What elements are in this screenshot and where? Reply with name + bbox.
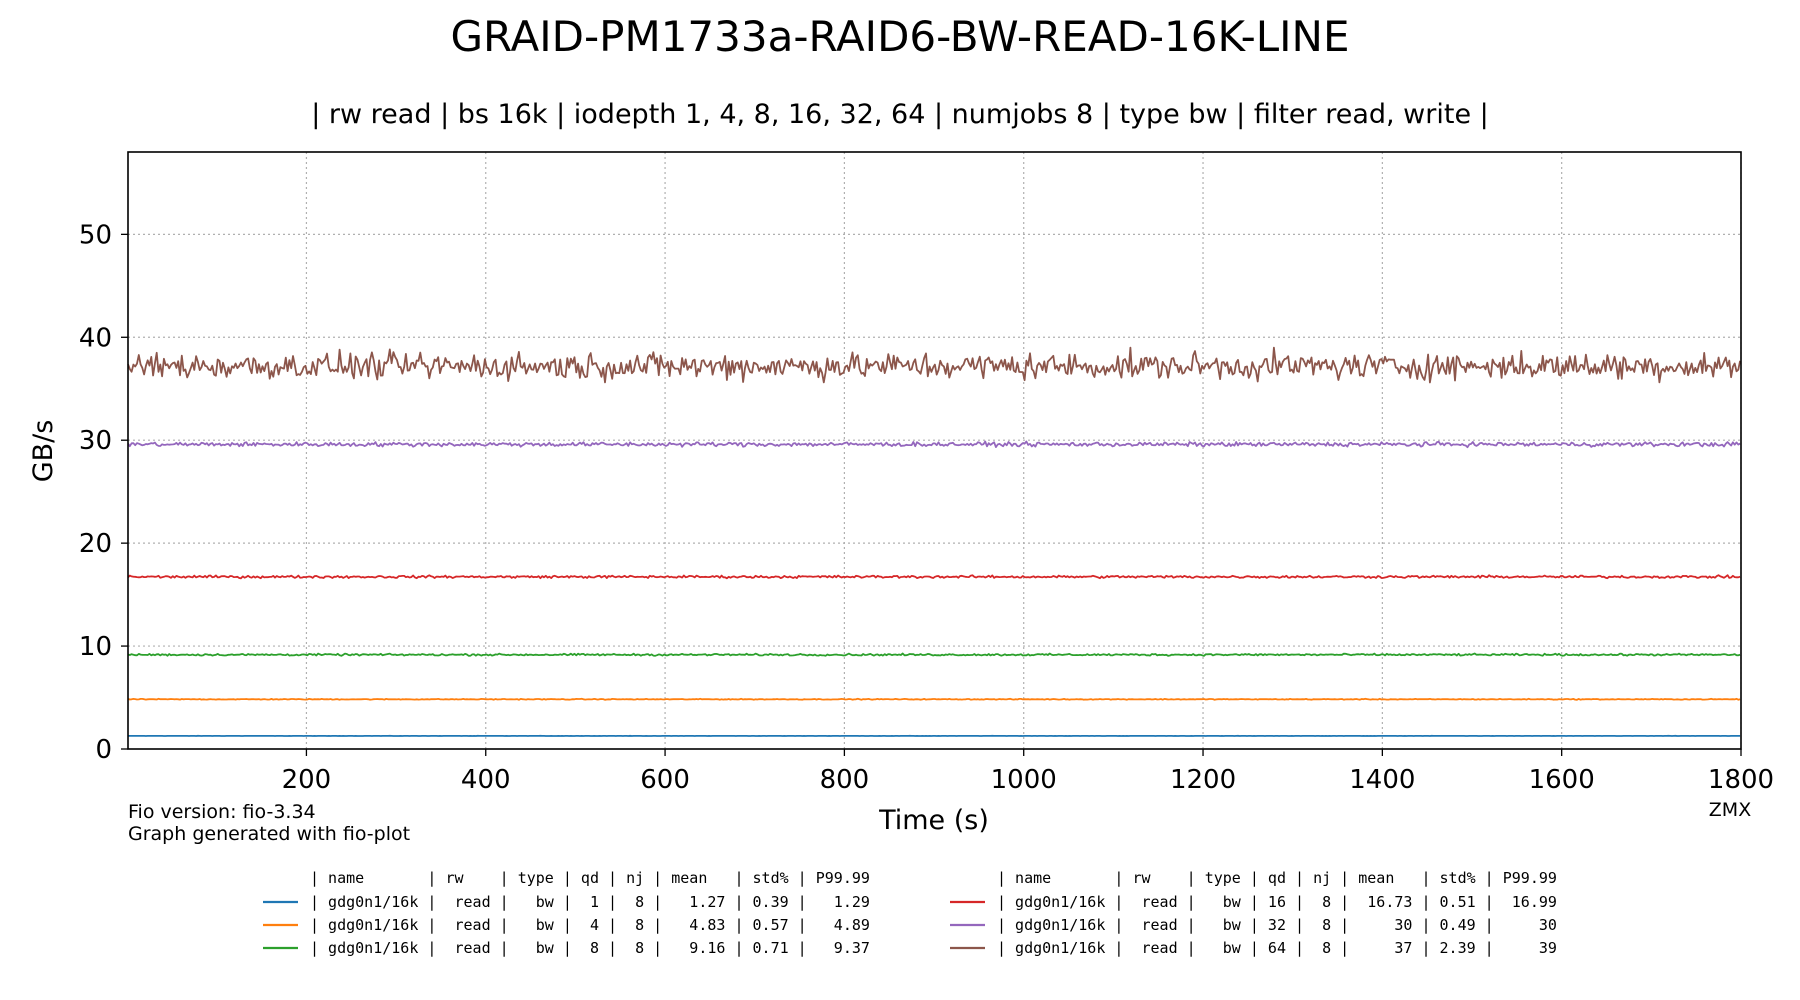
legend-header-right: | name | rw | type | qd | nj | mean | st… xyxy=(997,869,1557,887)
y-tick-label: 10 xyxy=(79,632,112,662)
x-tick-label: 1600 xyxy=(1529,765,1595,795)
x-axis-label: Time (s) xyxy=(878,805,989,836)
legend-row: | gdg0n1/16k | read | bw | 4 | 8 | 4.83 … xyxy=(310,916,870,934)
series-line-qd-6 xyxy=(127,346,1741,384)
series-line-qd-2 xyxy=(127,697,1741,701)
chart-subtitle: | rw read | bs 16k | iodepth 1, 4, 8, 16… xyxy=(311,99,1489,130)
y-tick-label: 50 xyxy=(79,220,112,250)
x-tick-label: 200 xyxy=(282,765,332,795)
legend-row: | gdg0n1/16k | read | bw | 64 | 8 | 37 |… xyxy=(997,939,1557,957)
x-tick-label: 400 xyxy=(461,765,511,795)
fio-plot-note: Graph generated with fio-plot xyxy=(128,823,410,845)
x-tick-label: 1000 xyxy=(991,765,1057,795)
x-tick-label: 600 xyxy=(640,765,690,795)
fio-version-note: Fio version: fio-3.34 xyxy=(128,801,316,823)
series-lines xyxy=(127,346,1741,737)
x-tick-label: 800 xyxy=(820,765,870,795)
series-line-qd-3 xyxy=(127,652,1741,657)
grid-lines xyxy=(128,152,1742,749)
chart-title: GRAID-PM1733a-RAID6-BW-READ-16K-LINE xyxy=(450,12,1349,61)
y-tick-label: 40 xyxy=(79,323,112,353)
legend-row: | gdg0n1/16k | read | bw | 32 | 8 | 30 |… xyxy=(997,916,1557,934)
y-tick-label: 30 xyxy=(79,426,112,456)
y-tick-label: 0 xyxy=(95,735,112,765)
corner-label: ZMX xyxy=(1709,799,1751,821)
series-line-qd-5 xyxy=(127,440,1741,449)
y-axis-label: GB/s xyxy=(28,420,59,483)
plot-frame xyxy=(127,151,1742,750)
series-line-qd-4 xyxy=(127,574,1741,580)
legend-header-left: | name | rw | type | qd | nj | mean | st… xyxy=(310,869,870,887)
legend-row: | gdg0n1/16k | read | bw | 16 | 8 | 16.7… xyxy=(997,893,1557,911)
x-tick-label: 1800 xyxy=(1708,765,1774,795)
x-tick-label: 1400 xyxy=(1349,765,1415,795)
legend-row: | gdg0n1/16k | read | bw | 8 | 8 | 9.16 … xyxy=(310,939,870,957)
x-tick-label: 1200 xyxy=(1170,765,1236,795)
legend-table: | name | rw | type | qd | nj | mean | st… xyxy=(263,869,1557,957)
y-tick-label: 20 xyxy=(79,529,112,559)
axis-ticks: 200 400 600 800 1000 1200 1400 1600 1800 0 10 20 30 4… xyxy=(79,220,1774,795)
legend-row: | gdg0n1/16k | read | bw | 1 | 8 | 1.27 … xyxy=(310,893,870,911)
